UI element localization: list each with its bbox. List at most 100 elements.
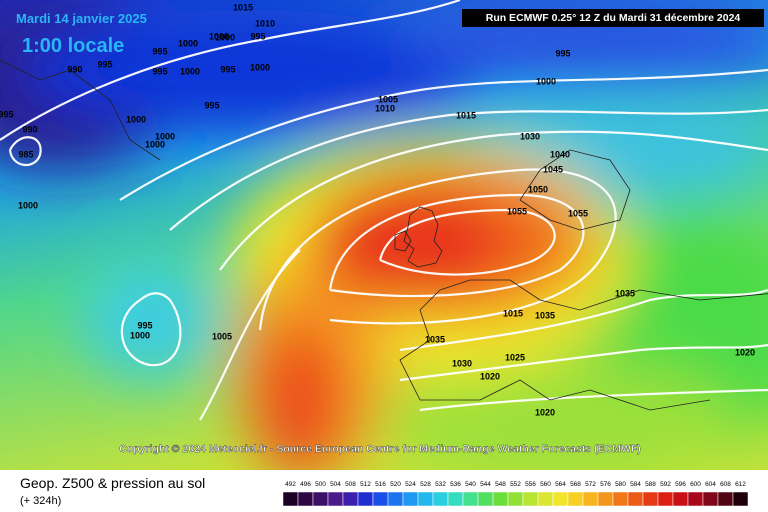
legend-swatch [717,491,734,507]
isobar-label: 995 [0,109,14,119]
isobar-label: 1020 [535,407,555,417]
isobar-label: 995 [97,59,112,69]
isobar-label: 1015 [233,2,253,12]
legend-label: 512 [360,481,371,488]
legend-swatch [672,491,689,507]
isobar-label: 1040 [550,149,570,159]
legend-swatch [627,491,644,507]
legend-label: 564 [555,481,566,488]
legend-label: 572 [585,481,596,488]
copyright: Copyright © 2024 Meteociel.fr - Source E… [119,443,641,455]
legend-swatch [567,491,584,507]
isobar-label: 1005 [378,94,398,104]
legend-label: 600 [690,481,701,488]
run-info: Run ECMWF 0.25° 12 Z du Mardi 31 décembr… [486,12,741,24]
legend-swatch [357,491,374,507]
isobars [0,0,768,420]
isobar-label: 1030 [520,131,540,141]
legend-swatch [312,491,329,507]
legend-label: 508 [345,481,356,488]
legend-swatch [417,491,434,507]
isobar-label: 1025 [505,352,525,362]
legend-label: 556 [525,481,536,488]
legend-swatch [597,491,614,507]
legend-swatch [537,491,554,507]
footer-title: Geop. Z500 & pression au sol [20,475,205,491]
forecast-time: 1:00 locale [22,35,124,57]
isobar-label: 995 [250,31,265,41]
legend-swatch [372,491,389,507]
isobar-label: 1000 [130,330,150,340]
legend-label: 568 [570,481,581,488]
isobar-label: 1045 [543,164,563,174]
isobar-label: 1015 [503,308,523,318]
legend-label: 504 [330,481,341,488]
isobar-label: 1000 [18,200,38,210]
legend-swatch [522,491,539,507]
isobar-label: 1020 [480,371,500,381]
isobar-label: 1000 [536,76,556,86]
isobar-label: 990 [67,64,82,74]
legend-label: 516 [375,481,386,488]
footer-lead: (+ 324h) [20,495,61,507]
isobar-label: 995 [152,66,167,76]
legend-swatch [402,491,419,507]
legend-swatch [492,491,509,507]
legend-label: 524 [405,481,416,488]
legend-label: 580 [615,481,626,488]
isobar-label: 1010 [375,103,395,113]
legend-swatch [282,491,299,507]
isobar-label: 995 [220,64,235,74]
legend-label: 584 [630,481,641,488]
legend-label: 496 [300,481,311,488]
legend-swatch [657,491,674,507]
isobar-label: 1030 [452,358,472,368]
isobar-label: 995 [137,320,152,330]
isobar-label: 995 [555,48,570,58]
forecast-date: Mardi 14 janvier 2025 [16,11,147,26]
legend-swatch [477,491,494,507]
legend-swatch [342,491,359,507]
isobar-label: 1000 [126,114,146,124]
legend-label: 520 [390,481,401,488]
isobar-label: 1000 [180,66,200,76]
isobar-label: 1000 [215,32,235,42]
legend-swatch [732,491,749,507]
legend-label: 612 [735,481,746,488]
legend-label: 500 [315,481,326,488]
legend-label: 596 [675,481,686,488]
legend-label: 492 [285,481,296,488]
legend-label: 544 [480,481,491,488]
isobar-label: 985 [18,149,33,159]
isobar-label: 995 [204,100,219,110]
legend-label: 576 [600,481,611,488]
legend-swatch [327,491,344,507]
legend-label: 592 [660,481,671,488]
legend-label: 552 [510,481,521,488]
legend-swatch [582,491,599,507]
legend-swatch [447,491,464,507]
map-background [0,0,768,480]
legend-label: 548 [495,481,506,488]
legend-swatch [702,491,719,507]
isobar-label: 1010 [255,18,275,28]
isobar-label: 1035 [425,334,445,344]
isobar-label: 1000 [155,131,175,141]
color-legend: 492 496 500 504 508 512 516 520 524 528 532 536 540 5… [282,481,749,507]
run-banner [462,9,764,27]
isobar-label: 995 [152,46,167,56]
isobar-label: 1020 [735,347,755,357]
legend-swatch [642,491,659,507]
legend-swatch [687,491,704,507]
legend-label: 588 [645,481,656,488]
isobar-label: 1050 [528,184,548,194]
legend-label: 560 [540,481,551,488]
isobar-label: 1035 [615,288,635,298]
isobar-label: 1000 [145,139,165,149]
legend-label: 536 [450,481,461,488]
isobar-label: 1005 [212,331,232,341]
legend-swatch [297,491,314,507]
legend-swatch [552,491,569,507]
legend-swatch [612,491,629,507]
